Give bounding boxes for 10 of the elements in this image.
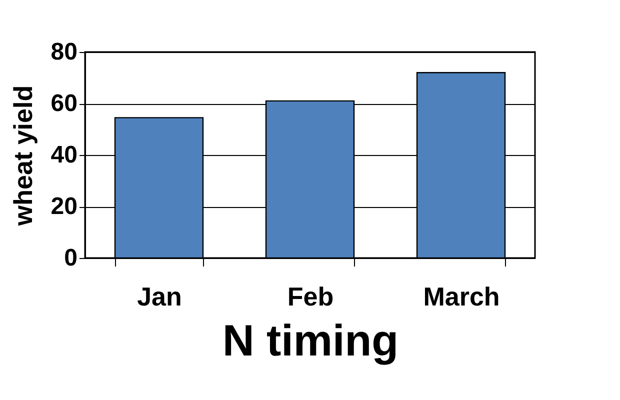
y-tick-label: 20: [50, 193, 78, 220]
x-tick-label: Feb: [287, 282, 334, 312]
y-tick-label: 80: [50, 38, 78, 66]
y-tick-label: 60: [50, 90, 78, 117]
y-tick-label: 40: [50, 142, 78, 168]
y-tick-label: 0: [64, 244, 78, 272]
x-tick-label: Jan: [137, 282, 182, 312]
y-axis-title: wheat yield: [8, 85, 38, 227]
x-axis-title: N timing: [222, 316, 398, 366]
x-tick-label: March: [423, 282, 500, 312]
